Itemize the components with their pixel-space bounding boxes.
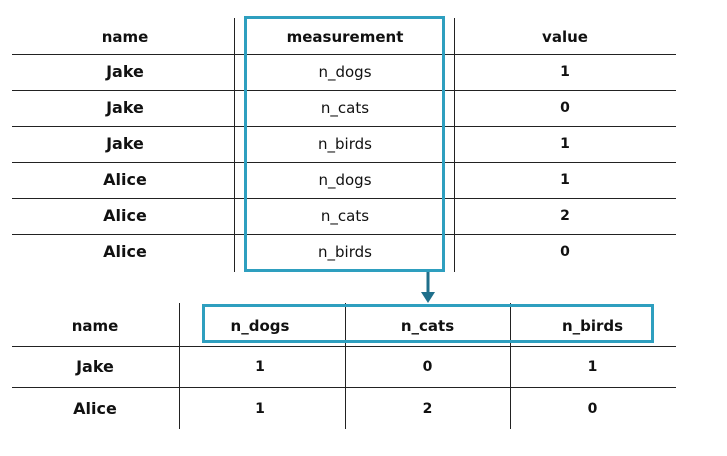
long-cell-value: 1 xyxy=(560,64,570,80)
long-cell-value: 0 xyxy=(560,244,570,260)
column-divider xyxy=(179,303,180,429)
measurement-highlight-box xyxy=(244,16,445,272)
long-cell-measurement: n_cats xyxy=(320,207,370,225)
wide-cell-n-dogs: 1 xyxy=(255,359,265,375)
long-cell-value: 0 xyxy=(560,100,570,116)
wide-header-name: name xyxy=(71,317,119,335)
long-cell-name: Jake xyxy=(106,134,144,153)
long-header-measurement: measurement xyxy=(286,28,404,46)
wide-cell-n-dogs: 1 xyxy=(255,401,265,417)
row-divider xyxy=(12,54,676,55)
long-cell-name: Jake xyxy=(106,62,144,81)
long-cell-name: Alice xyxy=(103,242,147,261)
wide-cell-name: Alice xyxy=(73,399,117,418)
row-divider xyxy=(12,126,676,127)
row-divider xyxy=(12,387,676,388)
long-cell-measurement: n_dogs xyxy=(318,171,372,189)
column-divider xyxy=(345,303,346,429)
row-divider xyxy=(12,90,676,91)
row-divider xyxy=(12,198,676,199)
wide-header-n-birds: n_birds xyxy=(561,317,624,335)
column-divider xyxy=(454,18,455,272)
row-divider xyxy=(12,234,676,235)
long-cell-measurement: n_birds xyxy=(318,243,372,261)
wide-header-highlight-box xyxy=(202,304,654,343)
long-cell-name: Alice xyxy=(103,170,147,189)
wide-cell-n-birds: 0 xyxy=(587,401,598,417)
long-cell-value: 1 xyxy=(560,172,570,188)
wide-cell-name: Jake xyxy=(76,357,114,376)
wide-cell-n-cats: 0 xyxy=(422,359,433,375)
long-cell-measurement: n_dogs xyxy=(318,63,372,81)
row-divider xyxy=(12,346,676,347)
row-divider xyxy=(12,162,676,163)
long-cell-name: Jake xyxy=(106,98,144,117)
wide-cell-n-cats: 2 xyxy=(422,401,433,417)
long-header-name: name xyxy=(101,28,149,46)
long-header-value: value xyxy=(542,28,588,46)
long-cell-measurement: n_birds xyxy=(318,135,372,153)
down-arrow-icon xyxy=(421,272,435,303)
long-cell-name: Alice xyxy=(103,206,147,225)
column-divider xyxy=(510,303,511,429)
wide-header-n-cats: n_cats xyxy=(400,317,455,335)
long-cell-measurement: n_cats xyxy=(320,99,370,117)
long-cell-value: 2 xyxy=(560,208,570,224)
long-cell-value: 1 xyxy=(560,136,570,152)
column-divider xyxy=(234,18,235,272)
wide-header-n-dogs: n_dogs xyxy=(230,317,290,335)
wide-cell-n-birds: 1 xyxy=(587,359,598,375)
